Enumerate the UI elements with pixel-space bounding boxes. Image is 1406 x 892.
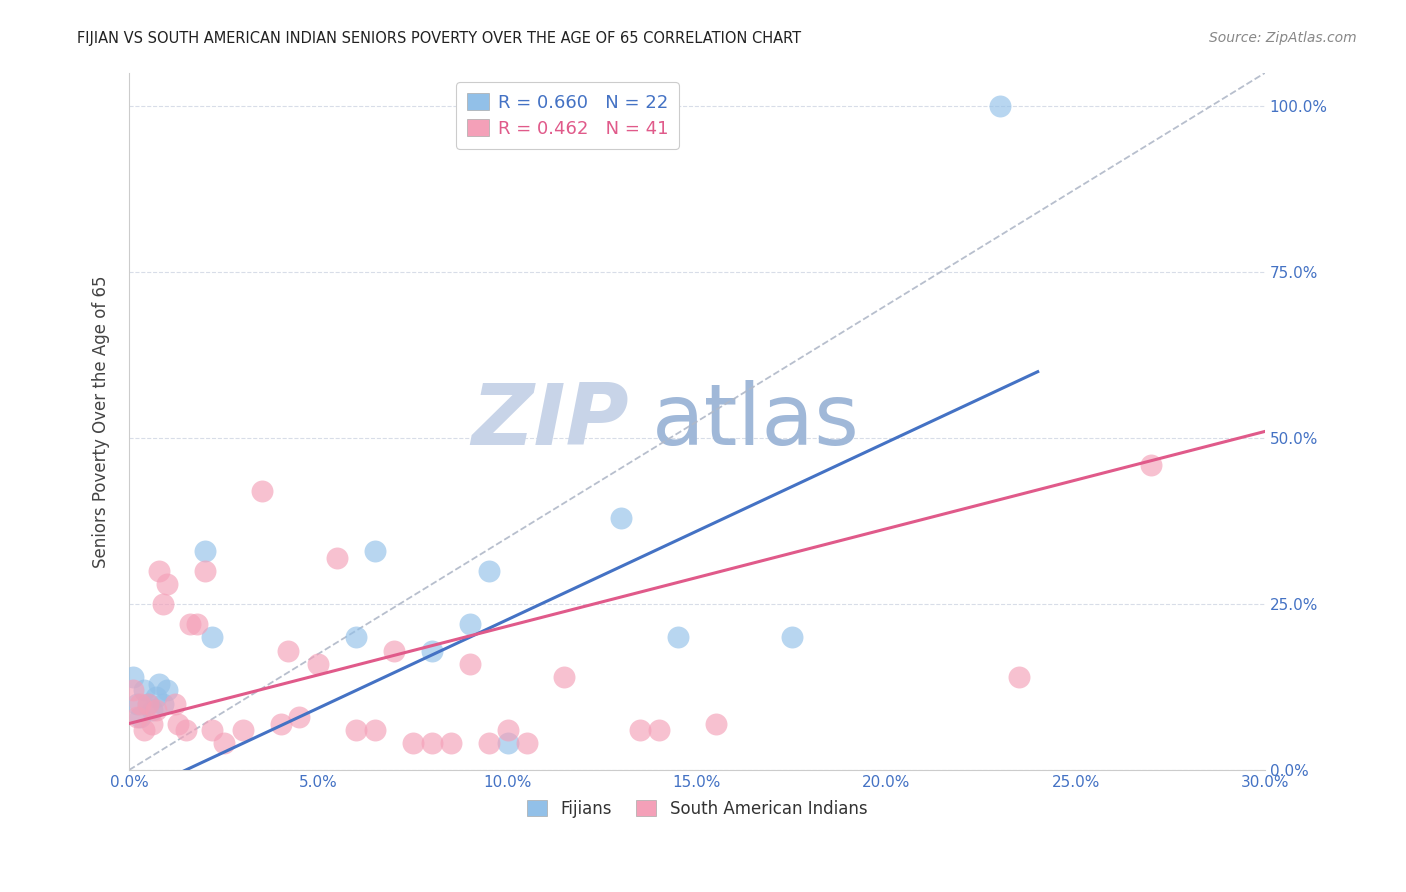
Point bbox=[780, 630, 803, 644]
Y-axis label: Seniors Poverty Over the Age of 65: Seniors Poverty Over the Age of 65 bbox=[93, 276, 110, 567]
Point bbox=[212, 736, 235, 750]
Point bbox=[194, 564, 217, 578]
Point bbox=[174, 723, 197, 738]
Text: atlas: atlas bbox=[651, 380, 859, 463]
Point bbox=[201, 723, 224, 738]
Point bbox=[1008, 670, 1031, 684]
Point bbox=[553, 670, 575, 684]
Point bbox=[134, 683, 156, 698]
Point bbox=[704, 716, 727, 731]
Point bbox=[364, 544, 387, 558]
Point bbox=[516, 736, 538, 750]
Text: Source: ZipAtlas.com: Source: ZipAtlas.com bbox=[1209, 31, 1357, 45]
Point bbox=[148, 564, 170, 578]
Point bbox=[141, 716, 163, 731]
Point bbox=[458, 657, 481, 671]
Point bbox=[420, 736, 443, 750]
Text: ZIP: ZIP bbox=[471, 380, 628, 463]
Point bbox=[152, 597, 174, 611]
Point bbox=[478, 564, 501, 578]
Text: FIJIAN VS SOUTH AMERICAN INDIAN SENIORS POVERTY OVER THE AGE OF 65 CORRELATION C: FIJIAN VS SOUTH AMERICAN INDIAN SENIORS … bbox=[77, 31, 801, 46]
Point bbox=[610, 510, 633, 524]
Point bbox=[194, 544, 217, 558]
Point bbox=[201, 630, 224, 644]
Point bbox=[125, 697, 148, 711]
Point bbox=[163, 697, 186, 711]
Point bbox=[496, 736, 519, 750]
Point bbox=[307, 657, 329, 671]
Point bbox=[156, 683, 179, 698]
Point bbox=[136, 697, 159, 711]
Point bbox=[121, 670, 143, 684]
Point bbox=[134, 723, 156, 738]
Point bbox=[121, 683, 143, 698]
Point bbox=[141, 703, 163, 717]
Point bbox=[344, 630, 367, 644]
Point bbox=[129, 710, 152, 724]
Point bbox=[186, 617, 208, 632]
Point bbox=[666, 630, 689, 644]
Point bbox=[148, 676, 170, 690]
Point bbox=[420, 643, 443, 657]
Point bbox=[125, 710, 148, 724]
Point bbox=[496, 723, 519, 738]
Point bbox=[1140, 458, 1163, 472]
Point bbox=[402, 736, 425, 750]
Point bbox=[179, 617, 201, 632]
Point bbox=[478, 736, 501, 750]
Point bbox=[270, 716, 292, 731]
Point bbox=[167, 716, 190, 731]
Point bbox=[145, 703, 167, 717]
Point bbox=[988, 99, 1011, 113]
Point bbox=[136, 697, 159, 711]
Point bbox=[129, 697, 152, 711]
Legend: Fijians, South American Indians: Fijians, South American Indians bbox=[520, 793, 875, 824]
Point bbox=[277, 643, 299, 657]
Point bbox=[364, 723, 387, 738]
Point bbox=[326, 550, 349, 565]
Point bbox=[145, 690, 167, 704]
Point bbox=[232, 723, 254, 738]
Point bbox=[156, 577, 179, 591]
Point bbox=[152, 697, 174, 711]
Point bbox=[628, 723, 651, 738]
Point bbox=[648, 723, 671, 738]
Point bbox=[250, 484, 273, 499]
Point bbox=[440, 736, 463, 750]
Point bbox=[344, 723, 367, 738]
Point bbox=[288, 710, 311, 724]
Point bbox=[458, 617, 481, 632]
Point bbox=[382, 643, 405, 657]
